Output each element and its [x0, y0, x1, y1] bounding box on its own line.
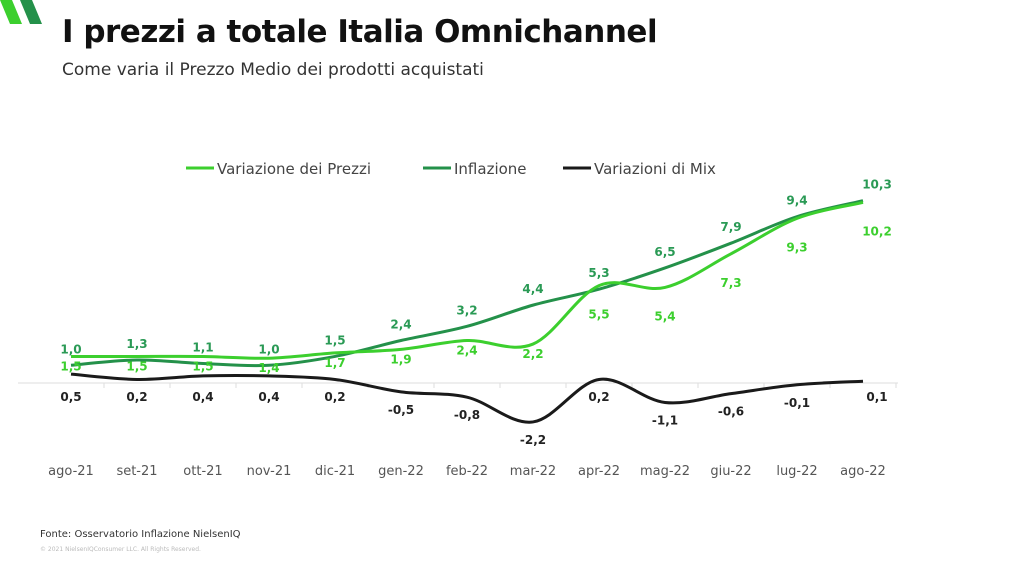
data-label: -0,8 [454, 408, 480, 422]
data-label: 1,3 [126, 337, 147, 351]
data-label: 1,0 [258, 342, 279, 356]
data-label: 0,4 [258, 390, 279, 404]
data-label: 1,5 [324, 333, 345, 347]
data-label: 1,4 [258, 361, 279, 375]
data-label: 4,4 [522, 282, 543, 296]
data-label: -2,2 [520, 433, 546, 447]
page-subtitle: Come varia il Prezzo Medio dei prodotti … [62, 60, 484, 80]
data-label: 5,5 [588, 308, 609, 322]
brand-logo [0, 0, 42, 24]
x-tick-label: ago-21 [48, 464, 94, 479]
data-label: 7,3 [720, 276, 741, 290]
data-label: 1,5 [126, 359, 147, 373]
x-tick-label: gen-22 [378, 464, 424, 479]
data-label: -1,1 [652, 413, 678, 427]
data-label: 1,9 [390, 352, 411, 366]
x-tick-label: ago-22 [840, 464, 886, 479]
data-label: 10,3 [862, 178, 892, 192]
data-label: 9,4 [786, 194, 807, 208]
x-tick-label: feb-22 [446, 464, 488, 479]
data-label: -0,6 [718, 405, 744, 419]
x-tick-label: set-21 [116, 464, 157, 479]
x-tick-label: lug-22 [776, 464, 817, 479]
x-tick-label: mar-22 [510, 464, 556, 479]
x-tick-label: mag-22 [640, 464, 690, 479]
data-label: 1,5 [192, 359, 213, 373]
data-label: 2,4 [456, 344, 477, 358]
data-label: 2,2 [522, 347, 543, 361]
data-label: 1,7 [324, 356, 345, 370]
copyright: © 2021 NielsenIQConsumer LLC. All Rights… [40, 546, 201, 553]
data-label: 0,1 [866, 390, 887, 404]
data-label: 9,3 [786, 240, 807, 254]
data-label: 0,2 [588, 390, 609, 404]
data-label: 6,5 [654, 245, 675, 259]
data-label: 1,1 [192, 341, 213, 355]
x-tick-label: dic-21 [315, 464, 355, 479]
data-label: -0,1 [784, 396, 810, 410]
data-label: 0,5 [60, 390, 81, 404]
data-label: 0,4 [192, 390, 213, 404]
x-tick-label: apr-22 [578, 464, 620, 479]
x-tick-label: nov-21 [247, 464, 292, 479]
series-line-mix [70, 372, 864, 424]
data-label: 1,5 [60, 359, 81, 373]
series-line-inflazione [70, 199, 864, 368]
data-label: 7,9 [720, 220, 741, 234]
legend-label: Variazione dei Prezzi [217, 160, 371, 178]
data-label: 3,2 [456, 303, 477, 317]
data-label: 0,2 [324, 390, 345, 404]
source-note: Fonte: Osservatorio Inflazione NielsenIQ [40, 529, 241, 540]
legend-label: Variazioni di Mix [594, 160, 716, 178]
x-tick-label: ott-21 [183, 464, 222, 479]
page-title: I prezzi a totale Italia Omnichannel [62, 14, 658, 50]
data-label: 5,3 [588, 266, 609, 280]
data-label: 5,4 [654, 309, 675, 323]
data-label: 1,0 [60, 342, 81, 356]
data-label: -0,5 [388, 403, 414, 417]
data-label: 0,2 [126, 390, 147, 404]
data-label: 10,2 [862, 224, 892, 238]
data-label: 2,4 [390, 318, 411, 332]
series-line-prezzi [71, 201, 864, 360]
legend-label: Inflazione [454, 160, 527, 178]
x-tick-label: giu-22 [710, 464, 751, 479]
